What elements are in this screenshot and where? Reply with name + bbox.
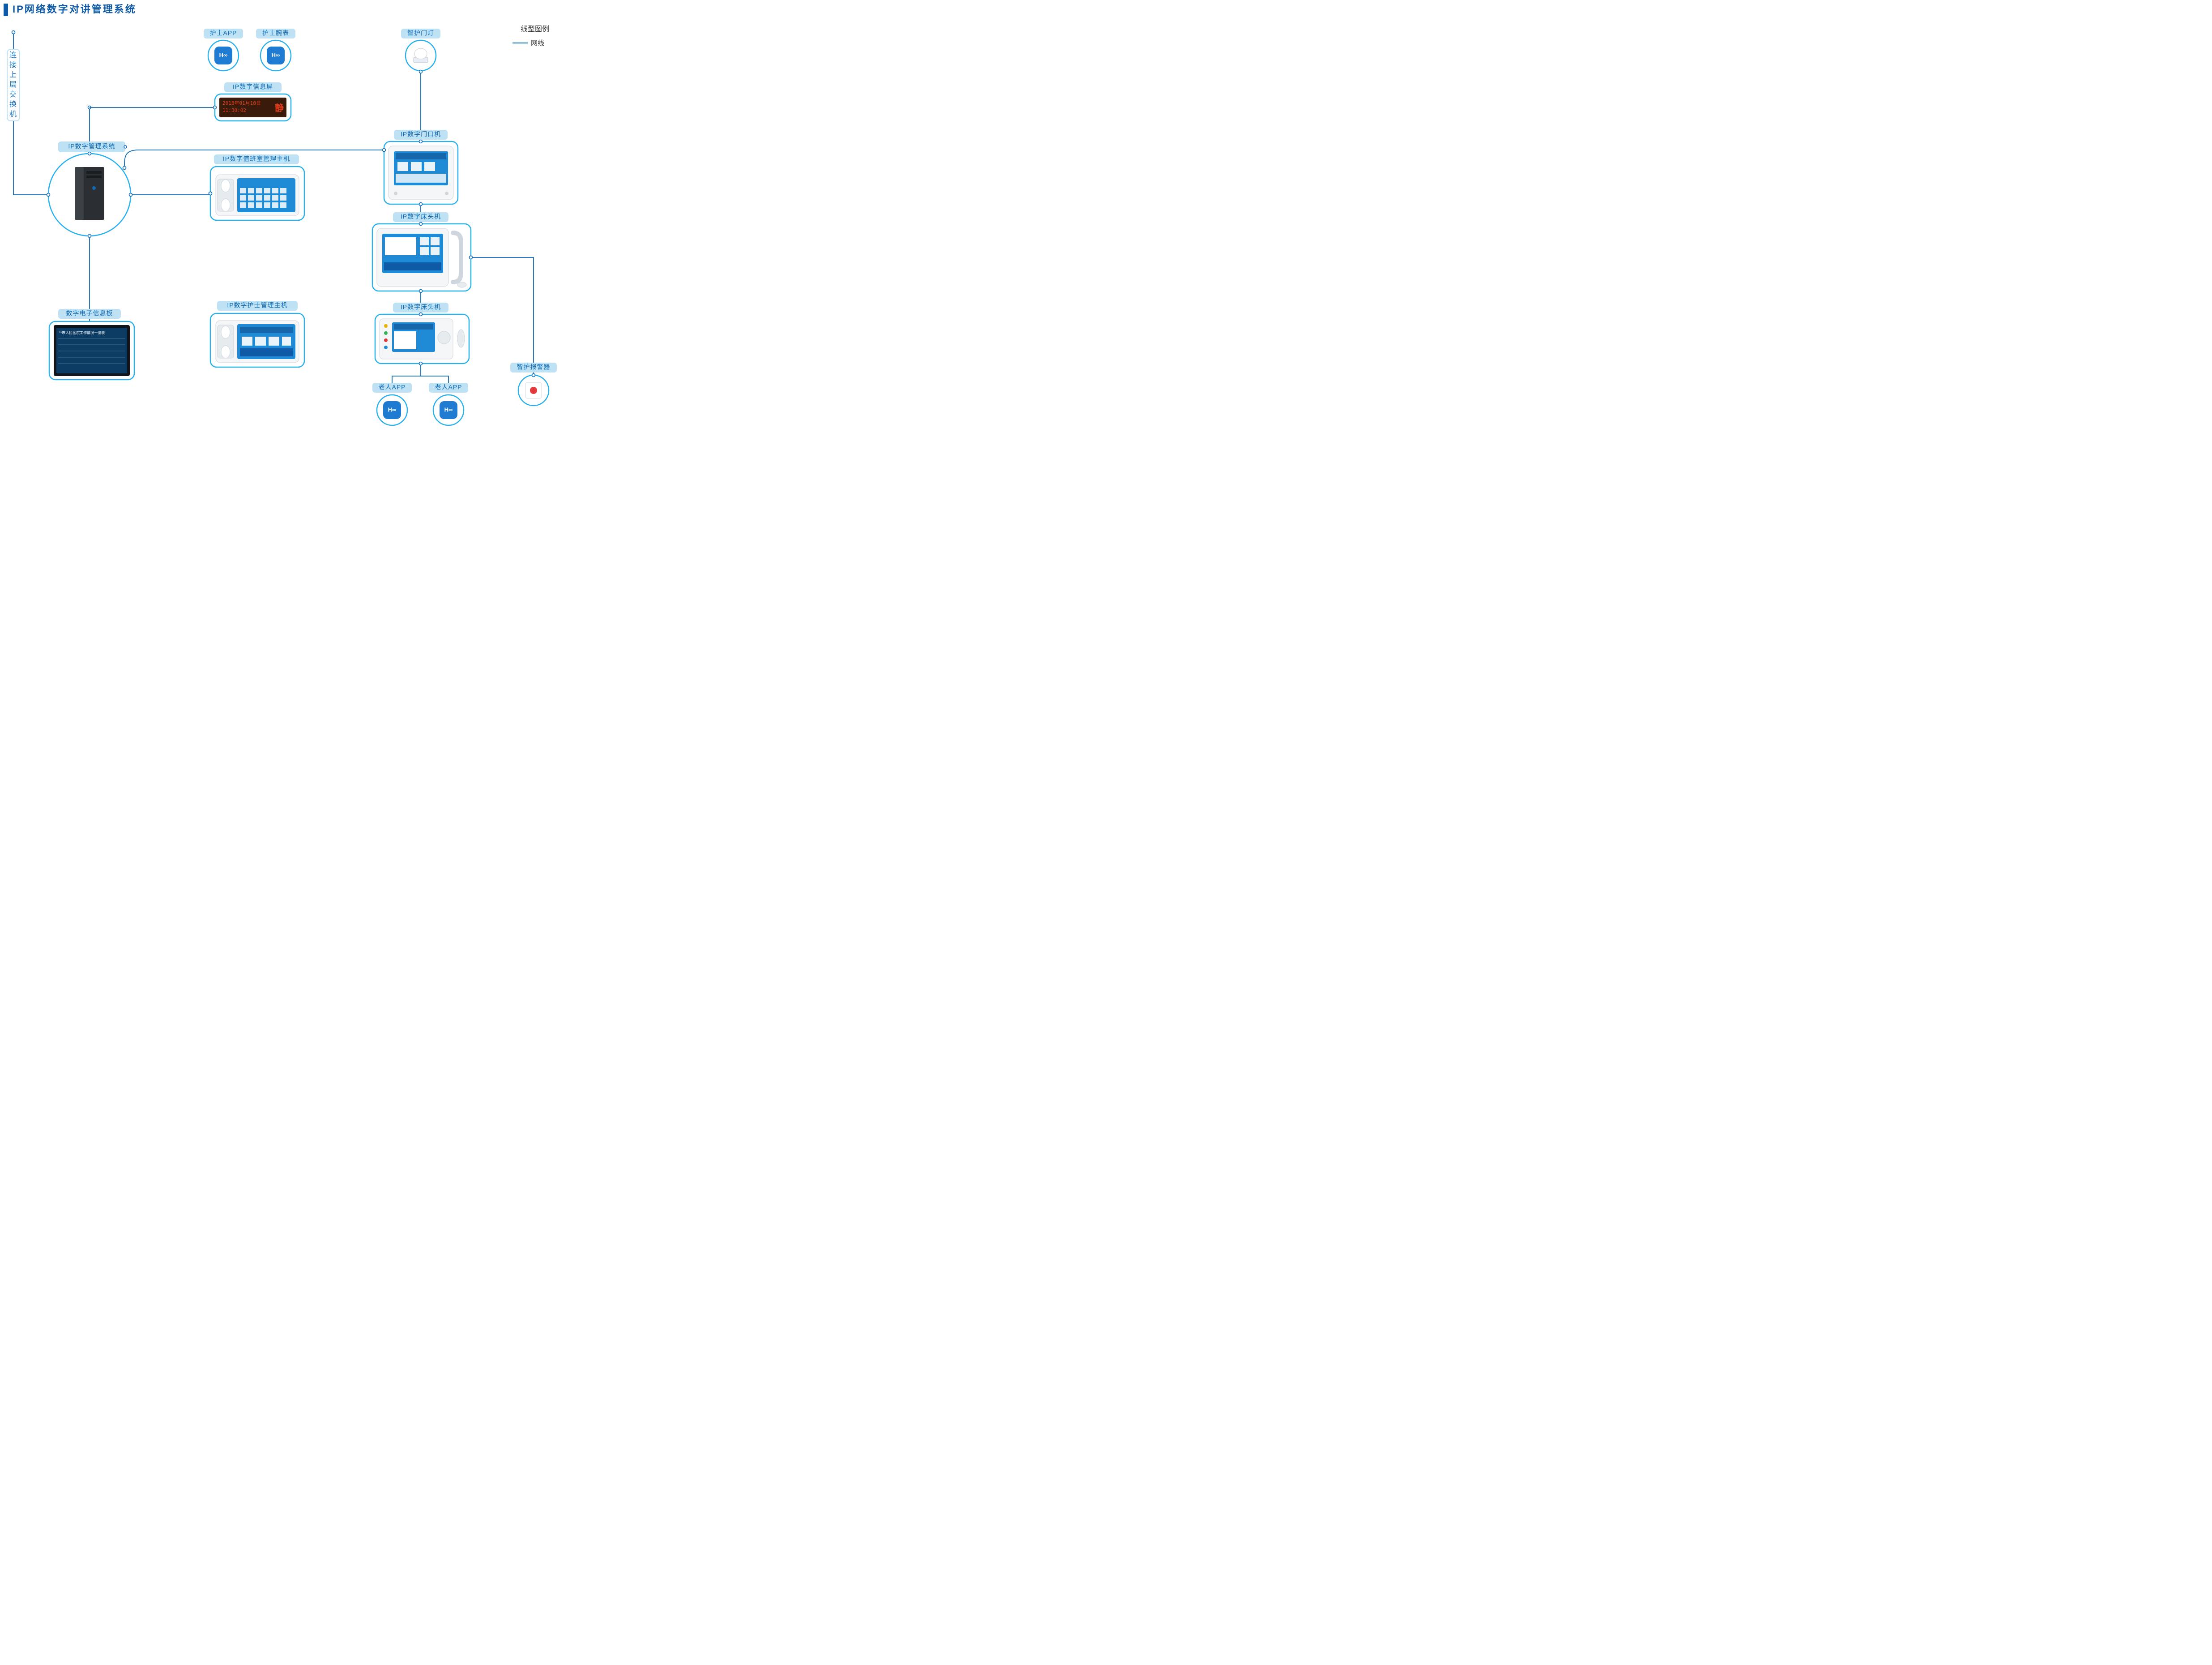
- led-big: 静: [275, 103, 284, 113]
- node-elder-app-a: 老人APP H∞: [372, 383, 412, 425]
- page-title: IP网络数字对讲管理系统: [13, 4, 137, 15]
- node-server: IP数字管理系统: [48, 141, 131, 236]
- svg-text:层: 层: [9, 81, 17, 89]
- bed-unit-a-label: IP数字床头机: [401, 213, 441, 220]
- node-door-light: 智护门灯: [401, 29, 440, 71]
- door-unit-label: IP数字门口机: [401, 131, 441, 138]
- nurse-host-label: IP数字护士管理主机: [227, 302, 287, 309]
- elder-app-b-label: 老人APP: [435, 384, 462, 391]
- legend-item-label: 网线: [531, 39, 544, 47]
- duty-host-label: IP数字值班室管理主机: [223, 155, 290, 163]
- door-light-label: 智护门灯: [407, 30, 434, 37]
- phone-console-icon: [216, 321, 299, 363]
- node-info-screen: IP数字信息屏 2018年01月10日 11:30:02 静: [215, 82, 291, 121]
- node-info-board: 数字电子信息板 **市人民医院工作情况一览表: [49, 309, 134, 380]
- lamp-icon: [414, 48, 428, 63]
- app-icon: H∞: [272, 51, 280, 58]
- node-nurse-watch: 护士腕表 H∞: [256, 29, 295, 71]
- node-bed-unit-b: IP数字床头机: [375, 303, 469, 364]
- nurse-app-label: 护士APP: [209, 30, 237, 37]
- svg-text:连: 连: [9, 51, 17, 59]
- legend-title: 线型图例: [521, 25, 549, 33]
- led-line2: 11:30:02: [222, 107, 246, 113]
- pc-tower-icon: [75, 167, 104, 220]
- board-screen-title: **市人民医院工作情况一览表: [59, 330, 105, 335]
- nurse-watch-label: 护士腕表: [262, 30, 289, 37]
- led-line1: 2018年01月10日: [222, 100, 261, 106]
- svg-text:换: 换: [9, 100, 17, 108]
- node-alarm: 智护报警器: [510, 363, 557, 406]
- diagram-canvas: IP网络数字对讲管理系统 线型图例 网线 连接上层交换机 IP数字管理系统 护士…: [0, 0, 573, 431]
- node-duty-host: IP数字值班室管理主机: [210, 154, 304, 220]
- info-board-label: 数字电子信息板: [66, 310, 113, 317]
- app-icon: H∞: [444, 406, 453, 413]
- app-icon: H∞: [388, 406, 397, 413]
- svg-text:交: 交: [9, 90, 17, 98]
- node-elder-app-b: 老人APP H∞: [429, 383, 468, 425]
- info-screen-label: IP数字信息屏: [233, 83, 273, 90]
- node-nurse-host: IP数字护士管理主机: [210, 301, 304, 367]
- title-bar: [4, 4, 8, 16]
- phone-console-icon: [216, 175, 299, 216]
- app-icon: H∞: [219, 51, 228, 58]
- uplink-label: 连接上层交换机: [9, 51, 17, 118]
- bed-unit-b-label: IP数字床头机: [401, 304, 441, 311]
- server-label: IP数字管理系统: [68, 143, 115, 150]
- svg-text:接: 接: [9, 61, 17, 69]
- svg-text:上: 上: [9, 71, 17, 79]
- node-nurse-app: 护士APP H∞: [204, 29, 243, 71]
- svg-text:机: 机: [9, 110, 17, 118]
- elder-app-a-label: 老人APP: [378, 384, 406, 391]
- alarm-label: 智护报警器: [517, 364, 551, 371]
